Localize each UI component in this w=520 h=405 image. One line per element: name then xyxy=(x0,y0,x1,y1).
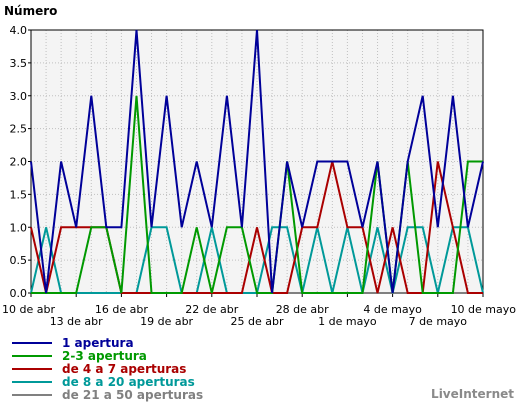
x-tick-label: 4 de mayo xyxy=(363,303,422,316)
legend-swatch xyxy=(12,355,52,357)
y-tick-label: 3.0 xyxy=(10,90,28,103)
legend-swatch xyxy=(12,381,52,383)
y-tick-label: 2.0 xyxy=(10,156,28,169)
legend-label: 2-3 apertura xyxy=(62,349,147,363)
x-tick-label: 16 de abr xyxy=(95,303,148,316)
legend-item: de 8 a 20 aperturas xyxy=(12,375,195,389)
legend-label: de 4 a 7 aperturas xyxy=(62,362,187,376)
y-axis-label: Número xyxy=(4,4,57,18)
legend-swatch xyxy=(12,394,52,396)
x-tick-label: 13 de abr xyxy=(50,315,103,328)
x-tick-label: 1 de mayo xyxy=(318,315,377,328)
legend-item: de 21 a 50 aperturas xyxy=(12,388,203,402)
y-tick-label: 1.0 xyxy=(10,221,28,234)
x-tick-label: 28 de abr xyxy=(276,303,329,316)
y-tick-label: 3.5 xyxy=(10,57,28,70)
y-tick-label: 0.5 xyxy=(10,254,28,267)
legend-swatch xyxy=(12,342,52,344)
x-tick-label: 25 de abr xyxy=(231,315,284,328)
legend-swatch xyxy=(12,368,52,370)
legend-label: de 21 a 50 aperturas xyxy=(62,388,204,402)
y-tick-label: 4.0 xyxy=(10,24,28,37)
line-chart: Número 0.0 0.5 1.0 1.5 2.0 2.5 3.0 3.5 4.0 10 de … xyxy=(2,4,517,328)
x-tick-label: 19 de abr xyxy=(140,315,193,328)
x-tick-label: 10 de mayo xyxy=(451,303,517,316)
legend-item: 2-3 apertura xyxy=(12,349,147,363)
x-tick-label: 7 de mayo xyxy=(409,315,468,328)
x-tick-label: 10 de abr xyxy=(2,303,55,316)
y-tick-label: 1.5 xyxy=(10,188,28,201)
legend-item: 1 apertura xyxy=(12,336,134,350)
y-tick-label: 0.0 xyxy=(10,287,28,300)
y-tick-label: 2.5 xyxy=(10,123,28,136)
x-tick-label: 22 de abr xyxy=(185,303,238,316)
legend-item: de 4 a 7 aperturas xyxy=(12,362,186,376)
legend-label: de 8 a 20 aperturas xyxy=(62,375,195,389)
series-line-1 xyxy=(30,29,484,294)
brand-label: LiveInternet xyxy=(431,387,514,401)
legend-label: 1 apertura xyxy=(62,336,134,350)
